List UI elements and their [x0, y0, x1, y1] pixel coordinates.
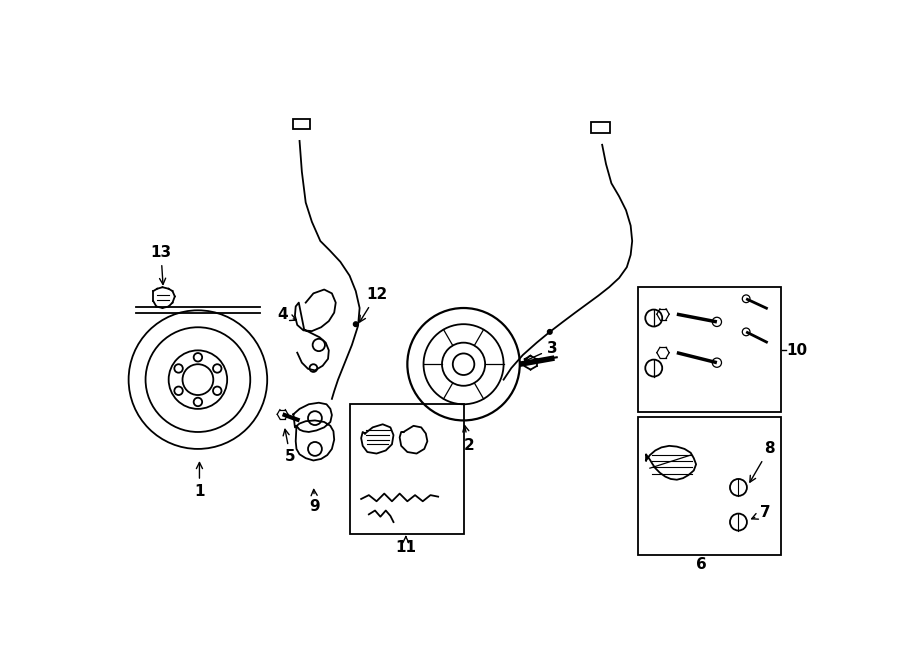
Text: 7: 7: [752, 505, 770, 520]
Bar: [590, 122, 610, 134]
Circle shape: [547, 330, 552, 334]
Bar: [349, 405, 464, 533]
Bar: [293, 118, 310, 130]
Text: 5: 5: [284, 429, 295, 464]
Text: 11: 11: [395, 537, 417, 555]
Text: 4: 4: [277, 307, 296, 322]
Text: 13: 13: [150, 245, 172, 284]
Text: 12: 12: [360, 288, 387, 322]
Text: 1: 1: [194, 463, 204, 499]
Text: 8: 8: [750, 442, 775, 482]
Text: 3: 3: [526, 341, 557, 361]
Text: 2: 2: [463, 426, 474, 453]
Bar: [638, 416, 781, 555]
Bar: [638, 288, 781, 412]
Text: 10: 10: [787, 343, 807, 358]
Text: 9: 9: [310, 489, 320, 514]
Circle shape: [354, 322, 358, 327]
Text: 6: 6: [696, 557, 706, 572]
